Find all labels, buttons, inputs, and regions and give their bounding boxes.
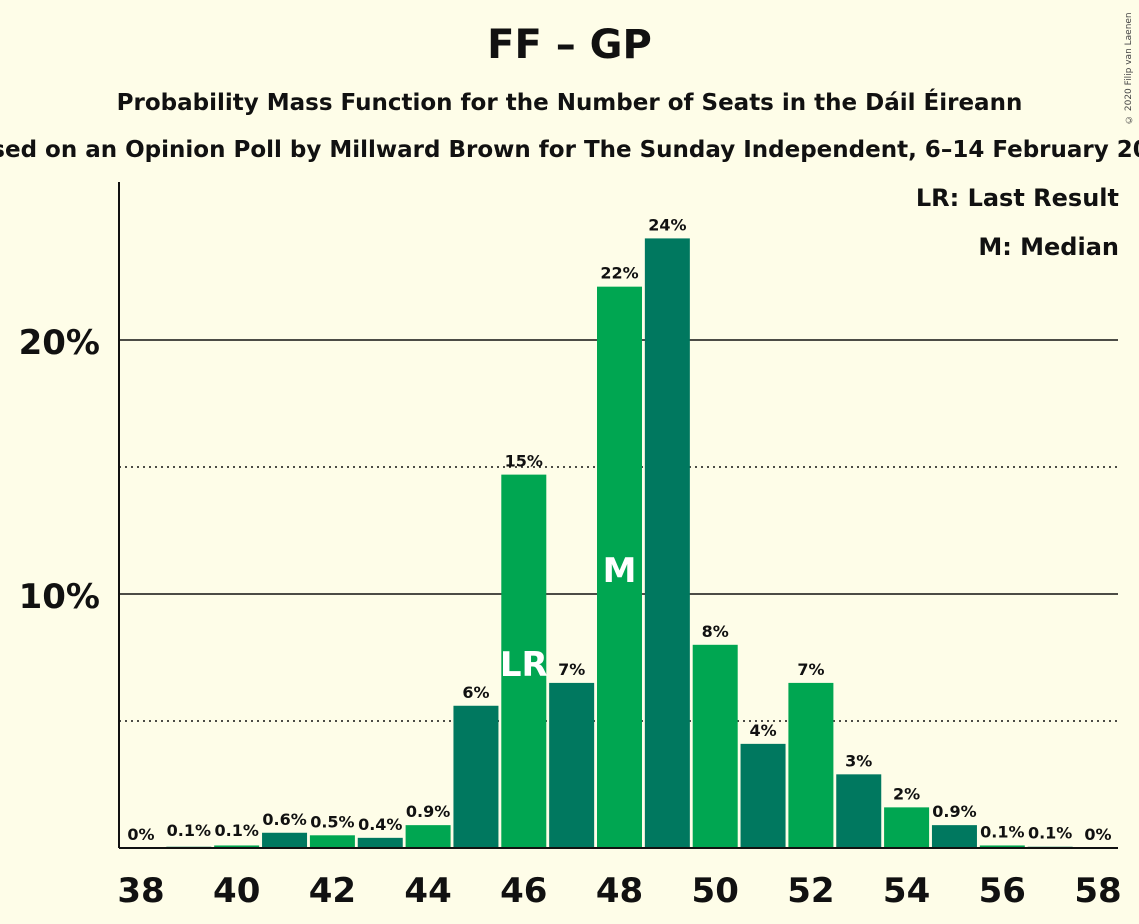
data-label: 0.1% — [1028, 824, 1072, 843]
data-label: 8% — [702, 622, 729, 641]
chart-title: FF – GP — [487, 22, 652, 68]
bar-seats-56 — [979, 845, 1025, 848]
bar-seats-41 — [262, 832, 308, 848]
bar-seats-46 — [501, 474, 547, 848]
bar-seats-44 — [405, 825, 451, 848]
data-label: 15% — [505, 452, 543, 471]
x-tick-label: 58 — [1074, 871, 1121, 911]
chart-source: Based on an Opinion Poll by Millward Bro… — [0, 137, 1139, 163]
bar-seats-47 — [549, 682, 595, 848]
x-tick-label: 52 — [787, 871, 834, 911]
bar-seats-43 — [357, 837, 403, 848]
x-tick-label: 42 — [309, 871, 356, 911]
data-label: 0.1% — [167, 821, 211, 840]
bar-seats-48 — [597, 286, 642, 848]
data-label: 3% — [845, 751, 872, 770]
bar-seats-55 — [931, 825, 977, 848]
data-label: 0% — [127, 825, 154, 844]
x-tick-label: 46 — [500, 871, 547, 911]
y-tick-label: 10% — [19, 577, 100, 617]
x-tick-label: 44 — [404, 871, 451, 911]
bar-seats-49 — [644, 238, 690, 848]
data-label: 22% — [600, 264, 638, 283]
median-marker: M — [603, 551, 637, 591]
data-label: 0.4% — [358, 815, 402, 834]
chart-subtitle: Probability Mass Function for the Number… — [116, 90, 1023, 116]
legend-last-result: LR: Last Result — [915, 184, 1119, 212]
bar-seats-54 — [884, 807, 930, 848]
data-label: 4% — [749, 721, 776, 740]
last-result-marker: LR — [500, 645, 548, 685]
data-label: 2% — [893, 784, 920, 803]
bar-seats-40 — [214, 845, 260, 848]
x-tick-label: 38 — [117, 871, 164, 911]
data-label: 24% — [648, 215, 686, 234]
bar-seats-51 — [740, 743, 786, 848]
bar-seats-52 — [788, 682, 834, 848]
data-label: 0.1% — [980, 822, 1024, 841]
data-label: 0.5% — [310, 812, 354, 831]
data-label: 6% — [462, 683, 489, 702]
bar-seats-50 — [692, 644, 738, 848]
x-tick-label: 48 — [596, 871, 643, 911]
x-tick-label: 54 — [883, 871, 930, 911]
data-label: 0.9% — [406, 802, 450, 821]
bar-seats-45 — [453, 705, 499, 848]
x-tick-label: 56 — [979, 871, 1026, 911]
legend-median: M: Median — [978, 233, 1119, 261]
y-tick-label: 20% — [19, 323, 100, 363]
bar-seats-53 — [836, 774, 882, 848]
data-label: 0.6% — [262, 810, 306, 829]
x-tick-label: 40 — [213, 871, 260, 911]
bar-seats-42 — [309, 835, 355, 848]
data-label: 7% — [558, 660, 585, 679]
data-label: 7% — [797, 660, 824, 679]
data-label: 0% — [1084, 825, 1111, 844]
x-tick-label: 50 — [692, 871, 739, 911]
data-label: 0.1% — [215, 821, 259, 840]
data-label: 0.9% — [932, 802, 976, 821]
